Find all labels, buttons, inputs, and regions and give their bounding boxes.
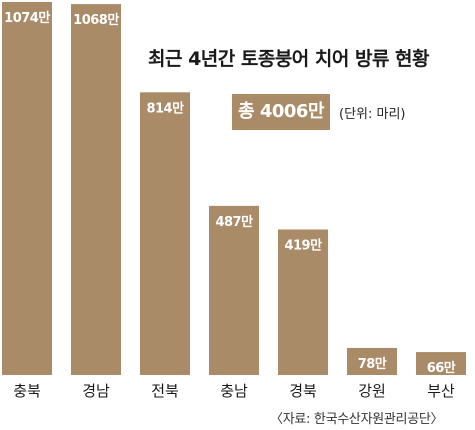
bar-강원 (347, 347, 397, 375)
category-label-충남: 충남 (220, 382, 248, 400)
category-label-경남: 경남 (82, 382, 110, 400)
data-label-강원: 78만 (358, 356, 387, 372)
data-label-경북: 419만 (284, 237, 322, 253)
data-label-전북: 814만 (146, 100, 184, 116)
data-label-경남: 1068만 (73, 12, 119, 28)
unit-label: (단위: 마리) (339, 107, 406, 122)
category-label-경북: 경북 (289, 382, 317, 400)
bar-전북 (140, 92, 190, 376)
data-label-충남: 487만 (215, 214, 253, 230)
category-label-전북: 전북 (151, 382, 179, 400)
data-label-부산: 66만 (427, 360, 456, 376)
category-label-부산: 부산 (427, 382, 455, 400)
data-label-충북: 1074만 (4, 10, 50, 26)
source-note: 〈자료: 한국수산자원관리공단〉 (270, 412, 444, 427)
bar-충남 (209, 205, 259, 375)
chart-title: 최근 4년간 토종붕어 치어 방류 현황 (148, 48, 430, 70)
bar-부산 (416, 352, 466, 375)
category-label-충북: 충북 (13, 382, 41, 400)
bar-경남 (71, 4, 121, 375)
bar-경북 (278, 229, 328, 375)
category-label-강원: 강원 (358, 382, 386, 400)
total-badge: 총 4006만 (232, 94, 330, 130)
bar-충북 (2, 2, 52, 375)
